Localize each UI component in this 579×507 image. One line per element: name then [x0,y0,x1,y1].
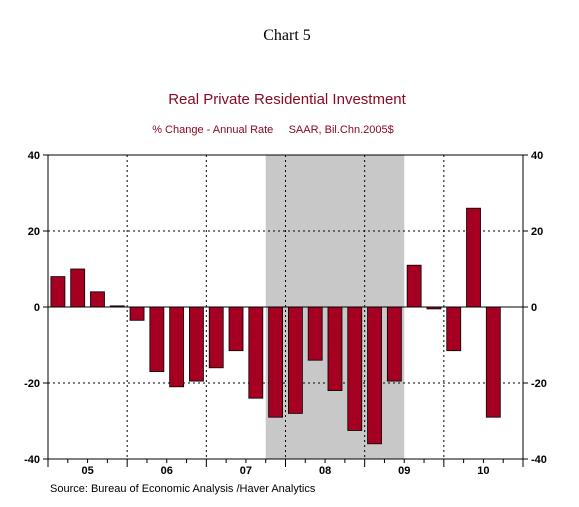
bar [327,306,343,391]
bar [466,207,481,308]
y-tick-label-right: 20 [531,226,543,238]
bar [70,268,86,308]
y-tick-label-left: -20 [24,378,40,390]
x-tick-label: 08 [319,465,331,477]
chart-title: Real Private Residential Investment [168,91,406,108]
bar [50,276,66,308]
y-tick-label-left: 40 [28,150,40,162]
bar [129,306,145,321]
page-heading: Chart 5 [263,27,311,44]
bar [268,306,284,418]
bar [169,306,185,388]
bar [287,306,303,414]
bar [307,306,323,361]
y-tick-label-left: 20 [28,226,40,238]
bar [189,306,204,382]
y-tick-label-left: 0 [34,302,40,314]
bar [446,306,462,352]
y-tick-label-right: 40 [531,150,543,162]
bar [485,306,501,418]
bar [386,306,402,382]
bar [248,306,264,399]
bar [228,306,244,352]
y-tick-label-left: -40 [24,454,40,466]
x-tick-label: 05 [81,465,93,477]
x-tick-label: 06 [161,465,173,477]
x-tick-label: 10 [477,465,489,477]
bar [90,291,105,308]
chart-subtitle: % Change - Annual Rate SAAR, Bil.Chn.200… [152,124,394,136]
source-note: Source: Bureau of Economic Analysis /Hav… [50,483,316,495]
plot-area: 40 40 20 20 0 0 -20 -20 -40 -40 05 06 07 08 09 10 [24,150,547,477]
x-tick-label: 09 [398,465,410,477]
x-tick-label: 07 [240,465,252,477]
bar [406,264,422,308]
bar [347,306,363,431]
y-tick-label-right: 0 [531,302,537,314]
bar [367,306,382,445]
y-tick-label-right: -20 [531,378,547,390]
bar [149,306,165,372]
bar [208,306,224,369]
y-tick-label-right: -40 [531,454,547,466]
